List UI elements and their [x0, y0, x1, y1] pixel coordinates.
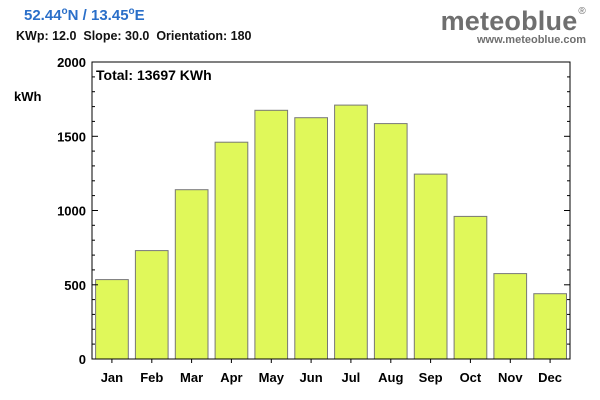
brand-url[interactable]: www.meteoblue.com [476, 34, 586, 46]
bar-feb [134, 250, 169, 360]
bar-jan [95, 279, 129, 360]
x-tick-label-oct: Oct [460, 370, 482, 385]
x-tick-label-nov: Nov [498, 370, 523, 385]
x-tick-label-sep: Sep [419, 370, 443, 385]
bars-group [95, 104, 567, 360]
brand-name-text: meteoblue [440, 6, 578, 36]
brand-name: meteoblue® [441, 6, 586, 37]
y-tick-label: 1000 [57, 204, 86, 219]
location-coordinates: 52.44oN / 13.45oE [24, 6, 145, 24]
bar-jun [294, 117, 328, 360]
y-tick-label: 2000 [57, 55, 86, 70]
x-tick-label-mar: Mar [180, 370, 203, 385]
bar-apr [214, 141, 249, 360]
y-axis-label: kWh [14, 89, 42, 104]
x-tick-label-dec: Dec [538, 370, 562, 385]
x-tick-label-feb: Feb [140, 370, 163, 385]
latitude-direction: N / [67, 7, 87, 24]
pv-parameters: KWp: 12.0 Slope: 30.0 Orientation: 180 [16, 29, 252, 43]
x-tick-label-jun: Jun [300, 370, 323, 385]
x-tick-label-jul: Jul [342, 370, 361, 385]
bar-mar [174, 189, 209, 360]
x-tick-label-may: May [259, 370, 285, 385]
labels-group: Jan Feb Mar Apr May Jun Jul Aug Sep Oct Nov Dec 0 500… [14, 55, 562, 385]
registered-mark: ® [578, 6, 586, 17]
bar-may [254, 109, 289, 360]
bar-jul [334, 104, 368, 360]
x-tick-label-apr: Apr [220, 370, 242, 385]
brand-logo[interactable]: meteoblue® www.meteoblue.com [441, 6, 586, 46]
x-tick-label-aug: Aug [378, 370, 403, 385]
bar-nov [493, 273, 528, 360]
longitude-degree-symbol: o [128, 6, 135, 17]
latitude-value: 52.44 [24, 7, 62, 24]
axes-group [91, 61, 571, 363]
bar-sep [413, 173, 448, 360]
longitude-direction: E [134, 7, 145, 24]
bar-dec [533, 293, 567, 360]
bar-aug [373, 123, 408, 360]
longitude-value: 13.45 [91, 7, 129, 24]
bar-oct [453, 215, 488, 360]
x-tick-label-jan: Jan [101, 370, 123, 385]
y-tick-label: 0 [79, 352, 86, 367]
y-tick-label: 500 [64, 278, 86, 293]
y-tick-label: 1500 [57, 129, 86, 144]
chart-title: Total: 13697 KWh [96, 67, 212, 83]
latitude-degree-symbol: o [61, 6, 68, 17]
